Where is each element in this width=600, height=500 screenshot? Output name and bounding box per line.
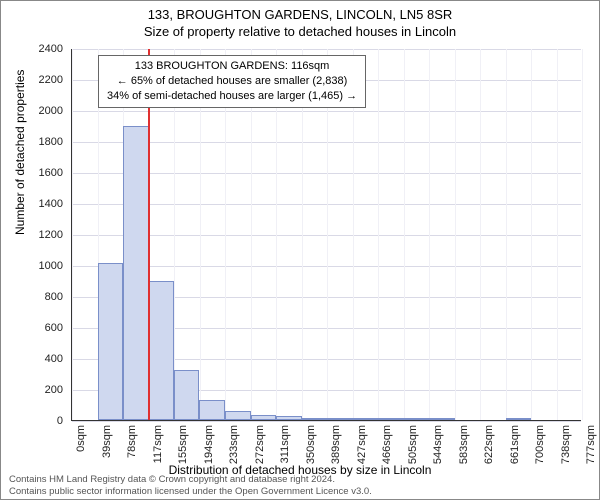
x-tick-label: 427sqm — [356, 425, 368, 464]
chart-container: 133, BROUGHTON GARDENS, LINCOLN, LN5 8SR… — [0, 0, 600, 500]
y-tick-label: 1800 — [39, 136, 63, 148]
x-tick-label: 311sqm — [279, 425, 291, 463]
x-tick-label: 272sqm — [254, 425, 266, 464]
grid-line-vertical — [531, 49, 532, 420]
x-tick-label: 194sqm — [203, 425, 215, 464]
x-tick-label: 117sqm — [152, 425, 164, 463]
chart-title-sub: Size of property relative to detached ho… — [1, 22, 599, 39]
histogram-bar — [98, 263, 124, 420]
y-tick-label: 2200 — [39, 74, 63, 86]
grid-line-vertical — [404, 49, 405, 420]
grid-line-vertical — [506, 49, 507, 420]
grid-line-vertical — [429, 49, 430, 420]
grid-line-horizontal — [72, 421, 581, 422]
x-tick-label: 466sqm — [381, 425, 393, 464]
y-tick-label: 0 — [57, 415, 63, 427]
x-tick-label: 661sqm — [509, 425, 521, 464]
y-axis-title: Number of detached properties — [13, 70, 27, 235]
y-tick-label: 400 — [45, 353, 63, 365]
annotation-box: 133 BROUGHTON GARDENS: 116sqm ← 65% of d… — [98, 55, 366, 108]
x-tick-label: 389sqm — [330, 425, 342, 464]
footer-line2: Contains public sector information licen… — [9, 486, 372, 497]
annotation-line1: 133 BROUGHTON GARDENS: 116sqm — [107, 59, 357, 74]
histogram-bar — [429, 418, 455, 420]
x-tick-label: 39sqm — [101, 425, 113, 458]
histogram-bar — [251, 415, 277, 420]
x-tick-label: 155sqm — [177, 425, 189, 464]
histogram-bar — [302, 418, 328, 420]
grid-line-vertical — [480, 49, 481, 420]
histogram-bar — [276, 416, 302, 420]
histogram-bar — [506, 418, 532, 420]
histogram-bar — [123, 126, 149, 421]
histogram-bar — [174, 370, 200, 420]
x-tick-label: 544sqm — [432, 425, 444, 464]
y-tick-label: 600 — [45, 322, 63, 334]
grid-line-vertical — [582, 49, 583, 420]
y-tick-label: 2400 — [39, 43, 63, 55]
y-tick-label: 1400 — [39, 198, 63, 210]
histogram-bar — [225, 411, 251, 420]
y-tick-label: 1600 — [39, 167, 63, 179]
y-tick-label: 1000 — [39, 260, 63, 272]
chart-title-main: 133, BROUGHTON GARDENS, LINCOLN, LN5 8SR — [1, 1, 599, 22]
x-tick-label: 78sqm — [126, 425, 138, 458]
x-tick-label: 583sqm — [458, 425, 470, 464]
grid-line-vertical — [72, 49, 73, 420]
grid-line-vertical — [378, 49, 379, 420]
histogram-bar — [378, 418, 404, 420]
y-tick-label: 2000 — [39, 105, 63, 117]
histogram-bar — [403, 418, 429, 420]
footer-attribution: Contains HM Land Registry data © Crown c… — [9, 474, 372, 497]
y-tick-label: 200 — [45, 384, 63, 396]
footer-line1: Contains HM Land Registry data © Crown c… — [9, 474, 372, 485]
histogram-bar — [327, 418, 352, 420]
y-tick-label: 1200 — [39, 229, 63, 241]
grid-line-vertical — [557, 49, 558, 420]
x-tick-label: 738sqm — [560, 425, 572, 464]
histogram-bar — [199, 400, 225, 420]
y-tick-label: 800 — [45, 291, 63, 303]
annotation-line3: 34% of semi-detached houses are larger (… — [107, 89, 357, 104]
x-tick-label: 0sqm — [75, 425, 87, 452]
x-tick-label: 622sqm — [483, 425, 495, 464]
x-tick-label: 233sqm — [228, 425, 240, 464]
grid-line-vertical — [455, 49, 456, 420]
x-tick-label: 505sqm — [407, 425, 419, 464]
histogram-bar — [149, 281, 174, 421]
annotation-line2: ← 65% of detached houses are smaller (2,… — [107, 74, 357, 89]
x-tick-label: 700sqm — [534, 425, 546, 464]
plot-area: 133 BROUGHTON GARDENS: 116sqm ← 65% of d… — [71, 49, 581, 421]
x-tick-label: 777sqm — [585, 425, 597, 464]
x-tick-label: 350sqm — [305, 425, 317, 464]
histogram-bar — [352, 418, 378, 420]
